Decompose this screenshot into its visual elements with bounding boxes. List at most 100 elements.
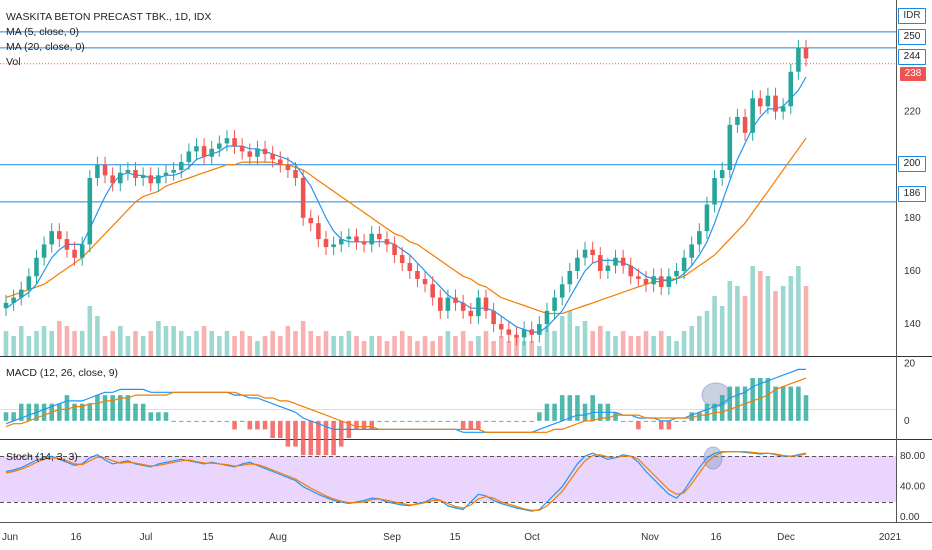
volume-bar: [118, 326, 123, 356]
candle-body: [521, 329, 527, 338]
macd-histogram-bar: [529, 420, 534, 422]
macd-histogram-bar: [26, 403, 32, 421]
candle-body: [338, 239, 344, 245]
macd-histogram-bar: [163, 412, 169, 421]
horizontal-levels[interactable]: [0, 31, 896, 203]
volume-bar: [262, 336, 268, 356]
volume-bar: [247, 336, 253, 356]
vol-legend[interactable]: Vol: [6, 56, 21, 68]
macd-scale-label: 20: [904, 359, 916, 370]
candle-body: [468, 310, 474, 317]
volume-bar: [476, 336, 481, 356]
volume-bar: [598, 326, 603, 356]
macd-histogram-bar: [18, 403, 24, 421]
volume-bar: [163, 326, 169, 356]
ma20-legend[interactable]: MA (20, close, 0): [6, 41, 85, 53]
candle-body: [780, 106, 786, 112]
candle-body: [270, 154, 275, 160]
candle-body: [232, 138, 237, 147]
macd-histogram-bar: [453, 420, 458, 422]
macd-histogram-bar: [780, 386, 786, 421]
candle-body: [11, 297, 16, 303]
ma5-polyline: [5, 76, 807, 333]
macd-histogram-bar: [95, 395, 100, 421]
macd-histogram-bar: [110, 395, 115, 421]
volume-bar: [704, 311, 710, 356]
volume-bar: [758, 271, 763, 356]
volume-bar: [460, 331, 466, 356]
candle-body: [102, 164, 108, 176]
stoch-band: [0, 456, 896, 502]
macd-histogram-bar: [613, 412, 618, 421]
symbol-title[interactable]: WASKITA BETON PRECAST TBK., 1D, IDX: [6, 11, 212, 23]
stoch-legend[interactable]: Stoch (14, 3, 3): [6, 451, 78, 463]
macd-legend[interactable]: MACD (12, 26, close, 9): [6, 367, 119, 379]
macd-histogram-bar: [483, 420, 489, 422]
ma5-legend[interactable]: MA (5, close, 0): [6, 26, 79, 38]
macd-histogram-bar: [399, 420, 405, 422]
volume-bar: [636, 336, 641, 356]
volume-bar: [323, 331, 329, 356]
candle-body: [544, 310, 550, 325]
volume-bar: [666, 336, 672, 356]
candle-body: [95, 164, 100, 178]
macd-histogram-bar: [544, 403, 550, 421]
macd-histogram-bar: [658, 420, 664, 430]
volume-bar: [590, 331, 595, 356]
macd-histogram-bar: [285, 420, 291, 447]
time-scale[interactable]: Jun 16 Jul 15 Aug Sep 15 Oct Nov 16 Dec 2021: [2, 532, 902, 543]
volume-bar: [300, 321, 306, 356]
price-tag-250: 250: [898, 29, 926, 45]
volume-bar: [255, 341, 260, 356]
macd-histogram-bar: [41, 403, 47, 421]
volume-bar: [483, 331, 489, 356]
ma5-line: [5, 76, 807, 333]
macd-histogram-bar: [582, 403, 588, 421]
candle-body: [26, 276, 32, 290]
currency-label[interactable]: IDR: [898, 8, 926, 24]
candle-body: [460, 302, 466, 311]
macd-histogram-bar: [643, 420, 649, 422]
volume-bar: [407, 336, 413, 356]
candle-body: [438, 297, 443, 311]
candle-body: [110, 175, 115, 184]
candle-body: [453, 297, 458, 303]
volume-bar: [765, 276, 771, 356]
candle-body: [278, 159, 283, 165]
volume-bar: [613, 336, 618, 356]
volume-bar: [697, 316, 702, 356]
time-scale-label: Jul: [140, 532, 153, 543]
macd-histogram-bar: [217, 420, 222, 422]
price-scale-label: 160: [904, 266, 921, 277]
candle-body: [369, 233, 374, 245]
candle-body: [148, 175, 154, 184]
candle-body: [498, 324, 504, 330]
macd-histogram-bar: [331, 420, 336, 456]
volume-bar: [521, 341, 527, 356]
volume-bar: [620, 331, 626, 356]
candle-body: [361, 241, 367, 245]
candle-body: [628, 265, 634, 277]
volume-bar: [445, 331, 451, 356]
candle-body: [346, 236, 352, 240]
candle-body: [613, 257, 618, 266]
volume-bar: [628, 336, 634, 356]
macd-histogram-bar: [559, 395, 565, 421]
volume-bar: [582, 321, 588, 356]
macd-histogram-bar: [392, 420, 397, 422]
volume-bar: [773, 291, 778, 356]
macd-histogram-bar: [735, 386, 740, 421]
volume-bar: [689, 326, 694, 356]
price-tag-186: 186: [898, 186, 926, 202]
candle-body: [316, 223, 321, 240]
volume-bar: [26, 336, 32, 356]
macd-histogram-bar: [620, 420, 626, 422]
volume-bar: [384, 341, 390, 356]
candle-body: [87, 178, 93, 245]
volume-bar: [559, 316, 565, 356]
macd-histogram-bar: [133, 403, 138, 421]
macd-histogram-bar: [308, 420, 314, 456]
